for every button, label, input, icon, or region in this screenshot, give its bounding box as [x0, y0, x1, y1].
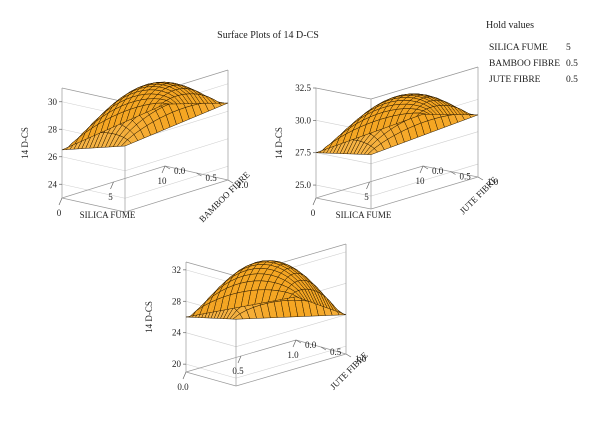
y-tick-label: 0.0 [432, 166, 444, 176]
x-tick-label: 1.0 [287, 350, 299, 360]
z-axis-label: 14 D-CS [20, 127, 30, 159]
x-tick-mark [110, 181, 114, 190]
box-edge [185, 371, 237, 387]
back-grid-line [235, 314, 347, 348]
x-tick-mark [419, 165, 424, 174]
x-tick-mark [237, 355, 242, 364]
y-tick-mark [422, 165, 429, 170]
box-edge [315, 87, 372, 100]
y-tick-label: 1.0 [237, 180, 249, 190]
x-tick-label: 0 [311, 208, 316, 218]
side-grid-line [185, 332, 237, 348]
y-tick-label: 0.5 [460, 172, 472, 182]
y-tick-mark [320, 346, 327, 351]
box-edge [124, 179, 229, 213]
side-grid-line [61, 183, 126, 199]
back-grid-line [235, 345, 347, 379]
x-tick-label: 5 [108, 192, 113, 202]
back-grid-line [370, 131, 479, 164]
surface-facet [416, 112, 427, 117]
box-edge [370, 176, 479, 210]
x-tick-label: 0.0 [177, 382, 189, 392]
x-axis-label: SILICA FUME [336, 210, 392, 220]
box-edge [185, 261, 237, 277]
y-tick-label: 1.0 [355, 354, 367, 364]
box-edge [235, 353, 347, 387]
figure-title: Surface Plots of 14 D-CS [217, 30, 319, 41]
y-tick-mark [450, 171, 456, 175]
hold-values-panel: Hold values SILICA FUME 5 BAMBOO FIBRE 0… [486, 20, 578, 85]
side-grid-line [315, 152, 372, 165]
z-tick-label: 20 [172, 359, 182, 369]
surface-mesh-3 [185, 260, 347, 320]
y-tick-mark [345, 353, 352, 358]
back-grid-line [124, 138, 229, 172]
y-tick-mark [164, 165, 171, 170]
x-tick-label: 5 [364, 192, 369, 202]
box-edge [370, 66, 479, 100]
hold-row-1-name: SILICA FUME [489, 43, 548, 53]
x-axis-label: SILICA FUME [80, 210, 136, 220]
z-tick-label: 28 [172, 296, 182, 306]
x-tick-mark [292, 339, 297, 348]
z-tick-label: 24 [172, 328, 182, 338]
x-tick-label: 0 [57, 208, 62, 218]
x-tick-mark [366, 181, 370, 190]
box-edge [61, 197, 126, 213]
x-tick-mark [182, 371, 187, 380]
z-tick-label: 27.5 [295, 148, 311, 158]
z-axis-label: 14 D-CS [144, 301, 154, 333]
back-grid-line [370, 163, 479, 197]
z-tick-label: 25.0 [295, 180, 311, 190]
side-grid-line [61, 156, 126, 172]
surface-facet [158, 102, 169, 108]
hold-row-2-value: 0.5 [566, 59, 578, 69]
surface-mesh-1 [61, 81, 229, 151]
x-tick-mark [161, 165, 166, 174]
surface-plot-2: 25.0 27.5 30.0 32.5 0 5 10 0.0 0.5 1.0 14 D-CS SILI… [274, 66, 500, 220]
y-tick-mark [227, 179, 234, 184]
box-edge [315, 197, 372, 210]
x-tick-mark [312, 197, 317, 206]
side-grid-line [315, 184, 372, 197]
hold-row-2-name: BAMBOO FIBRE [489, 59, 560, 69]
z-tick-label: 28 [48, 124, 58, 134]
hold-row-1-value: 5 [566, 43, 571, 53]
y-tick-mark [295, 339, 302, 344]
z-tick-label: 30.0 [295, 115, 311, 125]
side-grid-line [185, 363, 237, 379]
z-tick-label: 24 [48, 179, 58, 189]
hold-row-3-value: 0.5 [566, 75, 578, 85]
x-tick-label: 0.5 [232, 366, 244, 376]
y-tick-mark [196, 172, 202, 177]
y-tick-mark [477, 176, 484, 181]
back-grid-line [124, 165, 229, 199]
hold-values-title: Hold values [486, 20, 534, 31]
x-tick-label: 10 [416, 176, 426, 186]
hold-row-3-name: JUTE FIBRE [489, 75, 541, 85]
x-tick-mark [58, 197, 63, 206]
y-tick-label: 0.5 [206, 173, 218, 183]
z-tick-label: 26 [48, 152, 58, 162]
surface-facet [288, 293, 300, 299]
y-tick-label: 0.0 [174, 166, 186, 176]
y-tick-label: 1.0 [487, 177, 499, 187]
x-tick-label: 10 [158, 176, 168, 186]
box-edge [61, 87, 126, 103]
y-tick-label: 0.0 [305, 340, 317, 350]
y-tick-label: 0.5 [330, 347, 342, 357]
z-tick-label: 32.5 [295, 83, 311, 93]
surface-mesh-2 [315, 93, 479, 155]
z-tick-label: 32 [172, 265, 181, 275]
z-axis-label: 14 D-CS [274, 127, 284, 159]
z-tick-label: 30 [48, 97, 58, 107]
